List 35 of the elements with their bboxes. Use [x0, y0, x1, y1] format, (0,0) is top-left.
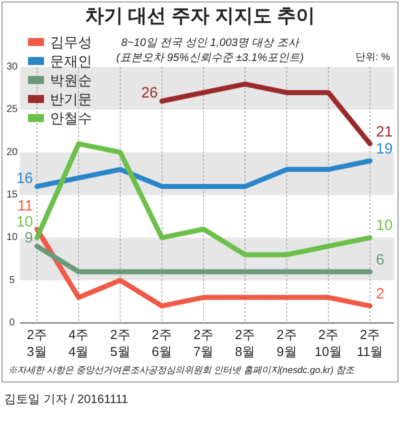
y-tick-label: 5 [9, 274, 16, 286]
text: ※자세한 사항은 중앙선거여론조사공정심의위원회 인터넷 홈페이지(nesdc.go.kr) 참조 [8, 365, 356, 375]
y-tick-label: 25 [6, 104, 18, 116]
legend-label: 박원순 [50, 72, 92, 88]
x-tick-label: 2주 5월 [110, 327, 130, 359]
y-tick-label: 20 [6, 146, 18, 158]
text: 김토일 기자 / 20161111 [4, 392, 128, 406]
x-tick-label: 2주 6월 [152, 327, 172, 359]
data-label: 11 [17, 198, 33, 215]
y-tick-label: 15 [6, 190, 18, 200]
data-label: 9 [24, 230, 33, 247]
data-label: 2 [376, 285, 384, 302]
x-tick-label: 2주 8월 [235, 327, 256, 359]
data-label: 16 [16, 170, 33, 187]
x-tick-label: 2주 3월 [26, 327, 48, 359]
x-tick-label: 2주 11월 [356, 327, 384, 359]
data-label: 19 [376, 140, 393, 158]
y-tick-label: 10 [6, 232, 18, 244]
text: 단위: % [356, 52, 390, 63]
data-label: 6 [376, 251, 384, 268]
legend-label: 김무성 [50, 34, 92, 50]
data-label: 26 [141, 84, 158, 102]
data-label: 10 [376, 217, 393, 234]
legend-label: 문재인 [50, 53, 92, 69]
legend-label: 반기문 [50, 91, 92, 107]
x-tick-label: 2주 9월 [276, 327, 297, 359]
x-tick-label: 4주 4월 [68, 327, 89, 359]
x-tick-label: 2주 10월 [314, 327, 342, 359]
chart-subtitle: 8~10일 전국 성인 1,003명 대상 조사 (표본오차 95%신뢰수준 ±3.1%포인트) [116, 37, 304, 64]
data-label: 21 [376, 123, 393, 140]
chart-title: 차기 대선 주자 지지도 추이 [84, 6, 316, 27]
legend-label: 안철수 [50, 110, 92, 126]
x-tick-label: 2주 7월 [193, 327, 214, 359]
y-tick-label: 30 [6, 62, 18, 72]
y-tick-label: 0 [9, 318, 16, 328]
